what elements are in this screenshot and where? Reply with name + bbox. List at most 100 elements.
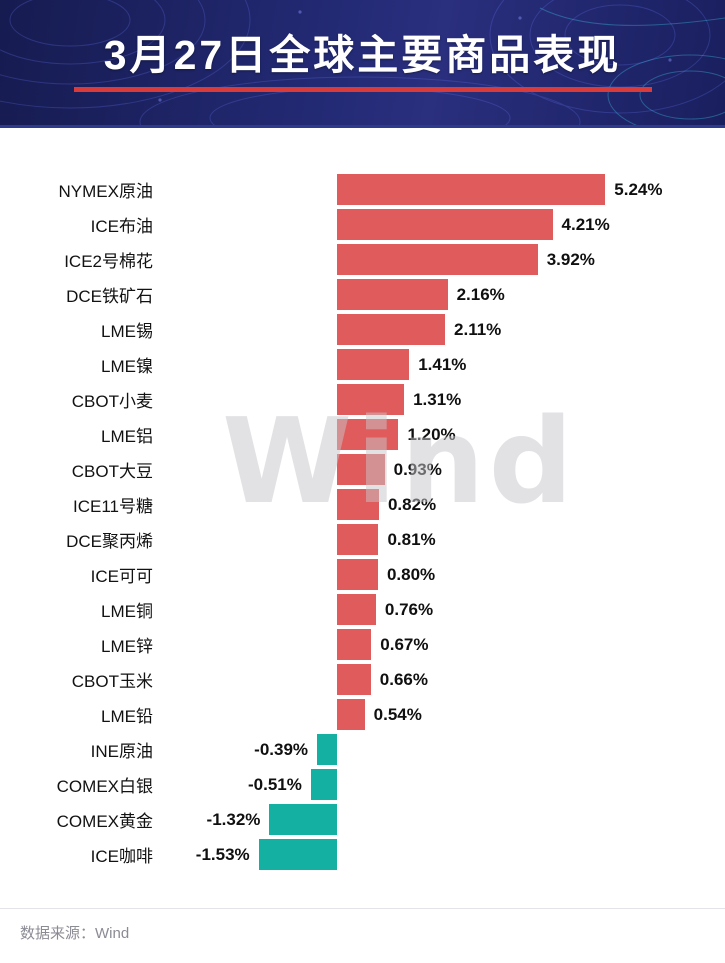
- value-label: 4.21%: [561, 214, 610, 234]
- positive-bar: [337, 454, 385, 485]
- value-label: -0.51%: [248, 774, 302, 794]
- row-label: LME铜: [101, 602, 153, 621]
- row-label: COMEX白银: [56, 777, 153, 796]
- row-plot-area: -0.51%: [165, 767, 725, 802]
- row-plot-area: 5.24%: [165, 172, 725, 207]
- chart-row: INE原油 -0.39%: [0, 732, 725, 767]
- chart-row: LME锡 2.11%: [0, 312, 725, 347]
- chart-row: ICE布油 4.21%: [0, 207, 725, 242]
- title-underline: [73, 87, 652, 93]
- data-source-label: 数据来源：Wind: [20, 925, 130, 942]
- value-label: -0.39%: [254, 739, 309, 759]
- row-plot-area: 0.66%: [165, 662, 725, 697]
- chart-row: CBOT小麦 1.31%: [0, 382, 725, 417]
- row-plot-area: -1.53%: [165, 837, 725, 872]
- chart-rows: NYMEX原油 5.24% ICE布油 4.21% ICE2号棉花 3.92% DCE铁矿石…: [0, 172, 725, 872]
- chart-row: LME铅 0.54%: [0, 697, 725, 732]
- chart-row: LME镍 1.41%: [0, 347, 725, 382]
- chart-row: DCE聚丙烯 0.81%: [0, 522, 725, 557]
- positive-bar: [337, 384, 405, 415]
- value-label: 3.92%: [546, 249, 595, 269]
- negative-bar: [310, 769, 337, 800]
- positive-bar: [337, 489, 379, 520]
- row-label: CBOT小麦: [71, 392, 153, 411]
- value-label: 0.66%: [379, 669, 428, 689]
- row-plot-area: 1.41%: [165, 347, 725, 382]
- value-label: 0.80%: [386, 564, 436, 584]
- chart-row: ICE咖啡 -1.53%: [0, 837, 725, 872]
- negative-bar: [269, 804, 337, 835]
- row-plot-area: 0.54%: [165, 697, 725, 732]
- chart-row: LME铝 1.20%: [0, 417, 725, 452]
- positive-bar: [337, 174, 606, 205]
- footer: 数据来源：Wind: [0, 908, 725, 963]
- row-label: LME铅: [101, 707, 153, 726]
- value-label: 0.82%: [387, 494, 437, 514]
- row-label: COMEX黄金: [56, 812, 153, 831]
- positive-bar: [337, 209, 553, 240]
- chart-row: ICE11号糖 0.82%: [0, 487, 725, 522]
- negative-bar: [258, 839, 337, 870]
- positive-bar: [337, 664, 371, 695]
- positive-bar: [337, 314, 446, 345]
- commodity-bar-chart: NYMEX原油 5.24% ICE布油 4.21% ICE2号棉花 3.92% DCE铁矿石…: [0, 128, 725, 872]
- row-plot-area: 0.80%: [165, 557, 725, 592]
- value-label: -1.53%: [195, 844, 250, 864]
- chart-row: LME铜 0.76%: [0, 592, 725, 627]
- value-label: 0.54%: [373, 704, 422, 724]
- row-label: LME锡: [101, 322, 153, 341]
- row-plot-area: -1.32%: [165, 802, 725, 837]
- row-label: ICE布油: [90, 217, 153, 236]
- value-label: 1.20%: [407, 424, 456, 444]
- chart-row: COMEX白银 -0.51%: [0, 767, 725, 802]
- positive-bar: [337, 279, 448, 310]
- row-label: LME铝: [101, 427, 153, 446]
- positive-bar: [337, 594, 376, 625]
- value-label: -1.32%: [206, 809, 261, 829]
- chart-row: COMEX黄金 -1.32%: [0, 802, 725, 837]
- value-label: 0.67%: [380, 634, 429, 654]
- chart-row: CBOT玉米 0.66%: [0, 662, 725, 697]
- chart-row: LME锌 0.67%: [0, 627, 725, 662]
- row-label: LME锌: [101, 637, 153, 656]
- value-label: 5.24%: [614, 179, 663, 199]
- row-label: ICE可可: [90, 567, 153, 586]
- chart-row: DCE铁矿石 2.16%: [0, 277, 725, 312]
- row-plot-area: 1.31%: [165, 382, 725, 417]
- negative-bar: [317, 734, 337, 765]
- row-plot-area: 0.93%: [165, 452, 725, 487]
- positive-bar: [337, 699, 365, 730]
- header-banner: 3月27日全球主要商品表现: [0, 0, 725, 128]
- row-label: NYMEX原油: [58, 182, 153, 201]
- row-plot-area: 4.21%: [165, 207, 725, 242]
- row-label: ICE2号棉花: [64, 252, 153, 271]
- row-label: CBOT大豆: [71, 462, 153, 481]
- chart-row: ICE2号棉花 3.92%: [0, 242, 725, 277]
- row-plot-area: 3.92%: [165, 242, 725, 277]
- value-label: 2.16%: [456, 284, 505, 304]
- positive-bar: [337, 524, 379, 555]
- value-label: 2.11%: [454, 319, 502, 339]
- row-plot-area: 0.82%: [165, 487, 725, 522]
- value-label: 1.31%: [413, 389, 462, 409]
- row-label: LME镍: [101, 357, 153, 376]
- row-plot-area: -0.39%: [165, 732, 725, 767]
- value-label: 0.81%: [387, 529, 436, 549]
- value-label: 1.41%: [418, 354, 467, 374]
- row-label: ICE咖啡: [90, 847, 153, 866]
- chart-row: NYMEX原油 5.24%: [0, 172, 725, 207]
- positive-bar: [337, 244, 538, 275]
- positive-bar: [337, 419, 399, 450]
- positive-bar: [337, 349, 410, 380]
- row-label: DCE聚丙烯: [66, 532, 153, 551]
- page-title: 3月27日全球主要商品表现: [103, 31, 622, 78]
- positive-bar: [337, 559, 378, 590]
- row-plot-area: 1.20%: [165, 417, 725, 452]
- row-plot-area: 0.81%: [165, 522, 725, 557]
- value-label: 0.76%: [384, 599, 434, 619]
- row-plot-area: 0.76%: [165, 592, 725, 627]
- row-plot-area: 0.67%: [165, 627, 725, 662]
- row-label: ICE11号糖: [73, 497, 153, 516]
- value-label: 0.93%: [393, 459, 442, 479]
